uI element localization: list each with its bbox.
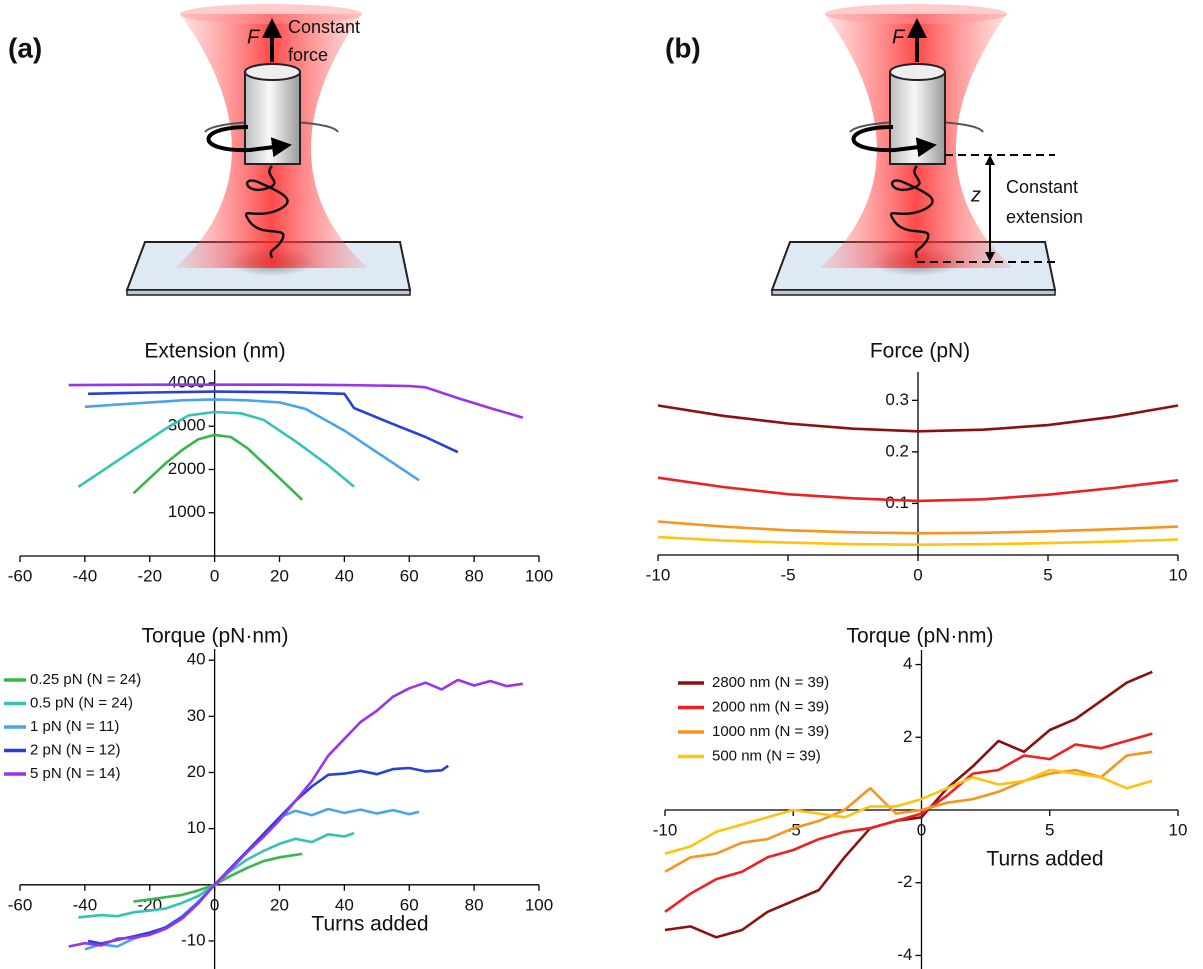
y-tick-label: 0.3 [885, 390, 909, 409]
chart-title: Extension (nm) [144, 340, 285, 363]
legend-label: 5 pN (N = 14) [30, 765, 120, 782]
x-tick-label: -5 [780, 565, 795, 584]
y-tick-label: -10 [181, 930, 206, 949]
x-tick-label: 0 [917, 820, 926, 839]
x-tick-label: 5 [1043, 565, 1052, 584]
x-tick-label: 20 [270, 566, 289, 585]
legend-label: 0.5 pN (N = 24) [30, 694, 133, 711]
x-tick-label: 100 [525, 895, 553, 914]
panel-label: (b) [665, 32, 701, 63]
x-tick-label: -60 [8, 895, 33, 914]
note: Constant [288, 17, 360, 37]
y-tick-label: 0.2 [885, 441, 909, 460]
legend-label: 0.25 pN (N = 24) [30, 671, 141, 688]
x-tick-label: 0 [913, 565, 922, 584]
slide-edge [772, 290, 1055, 295]
legend-label: 1000 nm (N = 39) [712, 723, 829, 740]
legend-label: 2 pN (N = 12) [30, 741, 120, 758]
x-axis-label: Turns added [311, 913, 428, 936]
y-tick-label: 1000 [168, 502, 206, 521]
y-tick-label: 2000 [168, 459, 206, 478]
panel-label: (a) [8, 32, 42, 63]
x-tick-label: -60 [8, 566, 33, 585]
x-tick-label: -20 [137, 566, 162, 585]
x-tick-label: 40 [335, 895, 354, 914]
y-tick-label: -4 [897, 945, 912, 964]
x-tick-label: 100 [525, 566, 553, 585]
legend-label: 2000 nm (N = 39) [712, 698, 829, 715]
x-tick-label: 60 [400, 566, 419, 585]
x-tick-label: 20 [270, 895, 289, 914]
x-tick-label: -40 [73, 566, 98, 585]
slide-edge [127, 290, 410, 295]
y-tick-label: 4 [903, 654, 912, 673]
y-tick-label: 0.1 [885, 493, 909, 512]
legend-label: 2800 nm (N = 39) [712, 674, 829, 691]
y-tick-label: 10 [187, 818, 206, 837]
x-tick-label: 80 [465, 566, 484, 585]
extension-symbol: z [970, 184, 981, 206]
chart-title: Force (pN) [870, 340, 970, 363]
y-tick-label: -2 [897, 872, 912, 891]
x-tick-label: 0 [210, 566, 219, 585]
x-tick-label: 10 [1169, 820, 1188, 839]
x-tick-label: 0 [210, 895, 219, 914]
series-line [69, 385, 523, 418]
legend-label: 1 pN (N = 11) [30, 718, 119, 735]
x-tick-label: 40 [335, 566, 354, 585]
y-tick-label: 30 [187, 706, 206, 725]
x-tick-label: 80 [465, 895, 484, 914]
series-line [85, 399, 419, 480]
series-line [134, 435, 303, 500]
note: extension [1006, 207, 1083, 227]
bead-top [890, 64, 945, 80]
force-symbol: F [892, 26, 906, 48]
y-tick-label: 4000 [168, 372, 206, 391]
figure: F Constant force (a) F z Constant extens… [0, 0, 1203, 969]
y-tick-label: 40 [187, 650, 206, 669]
x-tick-label: -40 [73, 895, 98, 914]
x-tick-label: -10 [653, 820, 678, 839]
note: force [288, 45, 328, 65]
beam-top [825, 4, 1007, 24]
x-tick-label: 5 [1045, 820, 1054, 839]
y-tick-label: 20 [187, 762, 206, 781]
force-symbol: F [247, 26, 261, 48]
x-axis-label: Turns added [986, 848, 1103, 871]
trap-diagram: F Constant force (a) [8, 4, 410, 295]
x-tick-label: 10 [1169, 565, 1188, 584]
series-line [78, 412, 354, 487]
chart-title: Torque (pN·nm) [846, 625, 993, 648]
bead-top [245, 64, 300, 80]
chart-title: Torque (pN·nm) [141, 625, 288, 648]
x-tick-label: 60 [400, 895, 419, 914]
x-tick-label: -10 [646, 565, 671, 584]
y-tick-label: 2 [903, 727, 912, 746]
note: Constant [1006, 177, 1078, 197]
trap-diagram: F z Constant extension (b) [665, 4, 1083, 295]
legend-label: 500 nm (N = 39) [712, 747, 821, 764]
